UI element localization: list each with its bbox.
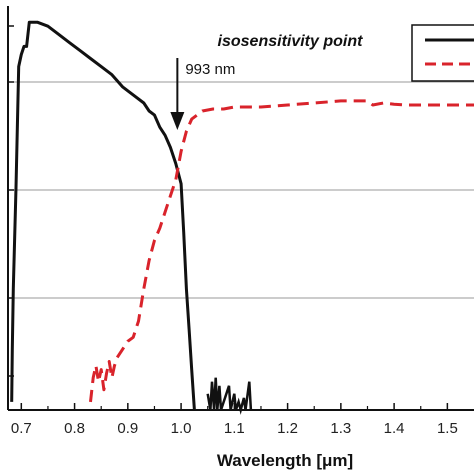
x-tick-label-1.4: 1.4: [384, 420, 405, 437]
x-tick-label-1.2: 1.2: [277, 420, 298, 437]
legend-box: [411, 24, 474, 82]
x-tick-label-1.5: 1.5: [437, 420, 458, 437]
legend: [411, 24, 474, 82]
series-layer: [10, 20, 474, 415]
gridlines: [8, 81, 474, 299]
annotation-value: 993 nm: [185, 61, 235, 78]
annotation-arrow-head: [170, 112, 185, 130]
x-tick-label-0.8: 0.8: [64, 420, 85, 437]
plot-frame: [7, 6, 474, 411]
series-1-noise: [206, 377, 253, 415]
x-axis-label: Wavelength [μm]: [217, 451, 353, 470]
x-tick-label-0.9: 0.9: [117, 420, 138, 437]
x-axis-ticks: 0.7 0.8 0.9 1.0 1.1 1.2 1.3 1.4 1.5: [11, 403, 458, 437]
isosensitivity-annotation: isosensitivity point 993 nm: [170, 33, 363, 130]
series-2-line: [89, 99, 474, 403]
x-tick-label-0.7: 0.7: [11, 420, 32, 437]
series-1-line: [10, 20, 196, 411]
x-tick-label-1.3: 1.3: [330, 420, 351, 437]
x-tick-label-1.0: 1.0: [171, 420, 192, 437]
x-tick-label-1.1: 1.1: [224, 420, 245, 437]
annotation-title: isosensitivity point: [218, 33, 364, 50]
